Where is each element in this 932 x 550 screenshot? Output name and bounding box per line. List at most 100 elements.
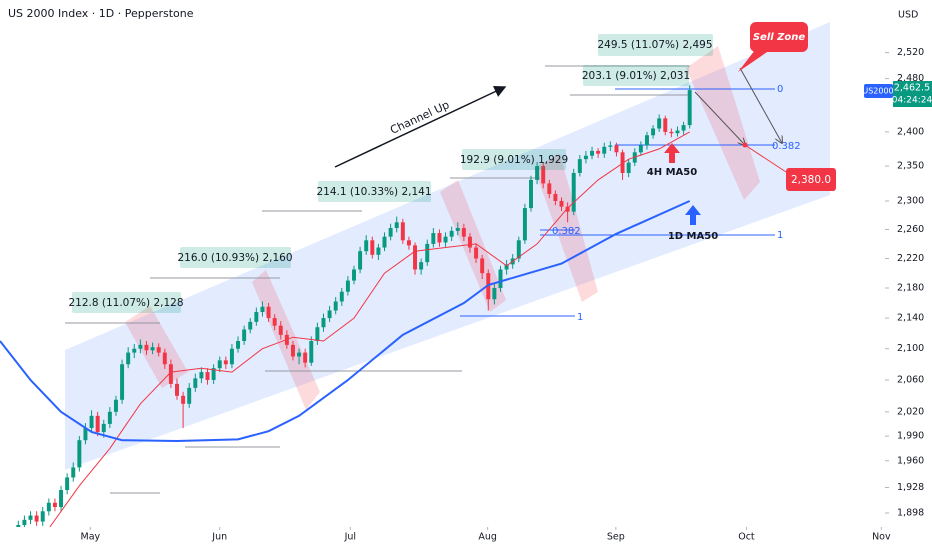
y-tick-label: 1,960 [897, 455, 924, 466]
candle-body [120, 364, 125, 400]
candle-body [278, 325, 283, 335]
candle-body [376, 247, 381, 255]
candle-body [522, 208, 527, 241]
candle-body [608, 145, 613, 147]
measure-label: 212.8 (11.07%) 2,128 [68, 297, 183, 309]
measure-label: 216.0 (10.93%) 2,160 [177, 252, 292, 264]
y-tick-label: 2,180 [897, 283, 924, 294]
y-tick-label: 2,220 [897, 253, 924, 264]
candle-body [498, 269, 503, 289]
candle-body [242, 329, 247, 342]
y-tick-label: 2,520 [897, 47, 924, 58]
measure-label: 192.9 (9.01%) 1,929 [460, 154, 568, 166]
candle-body [254, 312, 259, 322]
y-tick-label: 2,100 [897, 343, 924, 354]
candle-body [217, 360, 222, 369]
chart-title: US 2000 Index · 1D · Pepperstone [8, 7, 194, 20]
y-tick-label: 2,060 [897, 374, 924, 385]
measure-label: 203.1 (9.01%) 2,031 [582, 70, 690, 82]
target-box [786, 168, 836, 191]
candle-body [138, 344, 143, 349]
candle-body [419, 262, 424, 270]
candle-body [339, 291, 344, 302]
y-tick-label: 1,898 [897, 507, 924, 518]
candle-body [516, 240, 521, 259]
candle-body [437, 233, 442, 243]
candle-body [467, 236, 472, 248]
candle-body [175, 383, 179, 396]
candle-body [443, 236, 448, 243]
candle-body [425, 243, 430, 263]
candle-body [162, 352, 167, 365]
fib-label: 0.382 [772, 141, 801, 152]
candle-body [400, 222, 405, 241]
candle-body [455, 228, 460, 231]
x-tick-label: Nov [872, 532, 891, 543]
candle-body [547, 183, 552, 194]
candle-body [614, 145, 619, 153]
last-price-box [893, 81, 932, 107]
candle-body [431, 233, 436, 244]
measure-label: 249.5 (11.07%) 2,495 [597, 39, 712, 51]
candle-body [248, 321, 253, 330]
countdown: 04:24:24 [892, 96, 932, 106]
candle-body [34, 515, 39, 522]
candle-body [223, 360, 228, 365]
candle-body [52, 502, 57, 507]
x-tick-label: May [81, 532, 101, 543]
fib-label: 0.382 [552, 226, 581, 237]
measure-lines [65, 65, 690, 494]
candle-body [449, 230, 454, 237]
axes: 2,520 2,480 2,400 2,350 2,300 2,260 2,220 2,180… [81, 47, 925, 542]
candle-body [126, 352, 131, 365]
candle-body [83, 427, 88, 441]
measure-box [180, 247, 291, 268]
y-tick-label: 2,260 [897, 224, 924, 235]
candle-body [77, 440, 82, 468]
marks [0, 85, 692, 535]
fib-label: 1 [777, 230, 783, 241]
target-dot [742, 142, 748, 148]
candle-body [199, 372, 204, 379]
measure-box [598, 34, 713, 56]
candle-body [28, 515, 33, 520]
candle-body [327, 310, 332, 319]
candle-body [297, 352, 302, 357]
candle-body [364, 240, 369, 252]
candle-body [303, 352, 308, 363]
candle-body [565, 206, 570, 212]
candle-body [388, 228, 393, 237]
y-tick-label: 2,140 [897, 313, 924, 324]
channel-up [65, 22, 830, 470]
candle-body [309, 341, 314, 363]
target-line [744, 144, 787, 173]
candle-body [59, 490, 64, 507]
y-tick-label: 1,990 [897, 431, 924, 442]
candle-body [382, 236, 387, 248]
candle-body [529, 179, 533, 209]
fib-label: 0 [777, 84, 783, 95]
symbol-box [864, 84, 893, 98]
ma-label: 4H MA50 [647, 167, 697, 178]
candle-body [571, 172, 576, 212]
candle-body [321, 318, 326, 328]
candle-body [272, 318, 277, 326]
candle-body [541, 166, 546, 184]
candle-body [480, 258, 485, 274]
candle-body [101, 423, 106, 433]
candle-body [89, 415, 94, 428]
y-axis-label: USD [898, 10, 918, 21]
candle-body [181, 395, 186, 404]
measure-box [72, 292, 181, 313]
ma-line [48, 131, 690, 529]
candle-body [657, 118, 662, 129]
candle-body [577, 159, 582, 173]
measure-box [462, 149, 566, 170]
candle-body [669, 131, 674, 134]
ma-label: 1D MA50 [668, 231, 718, 242]
candle-body [370, 240, 375, 255]
candle-body [290, 344, 295, 357]
y-tick-label: 1,928 [897, 482, 924, 493]
y-tick-label: 2,300 [897, 195, 924, 206]
